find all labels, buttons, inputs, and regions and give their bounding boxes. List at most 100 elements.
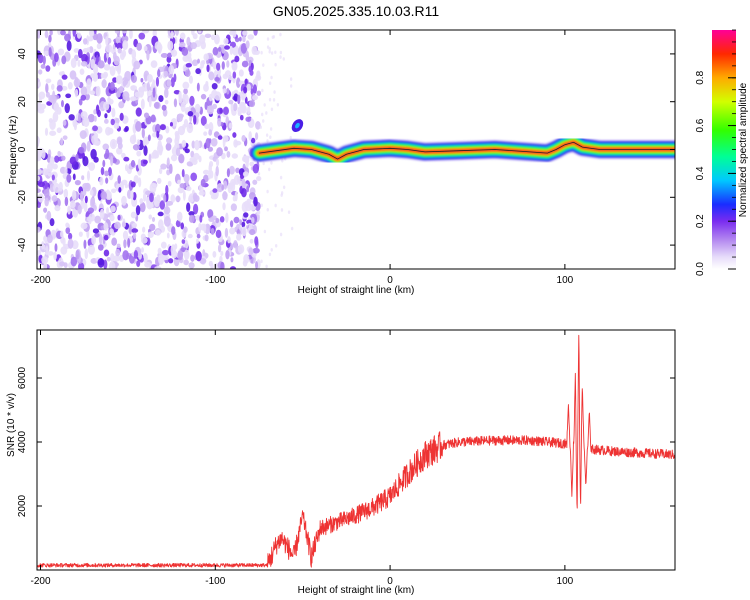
- snr-series: [37, 334, 675, 568]
- noise-speckle: [276, 103, 280, 107]
- noise-speckle: [189, 114, 193, 123]
- noise-speckle: [265, 264, 268, 269]
- noise-speckle: [151, 183, 158, 188]
- noise-speckle: [221, 61, 225, 70]
- noise-speckle: [107, 127, 114, 135]
- noise-speckle: [236, 233, 242, 241]
- noise-speckle: [111, 107, 116, 118]
- noise-speckle: [61, 55, 67, 65]
- noise-speckle: [45, 245, 49, 256]
- spectrogram-xtick-label: 0: [387, 275, 393, 286]
- noise-speckle: [142, 252, 148, 264]
- noise-speckle: [123, 156, 130, 162]
- noise-speckle: [248, 131, 252, 141]
- noise-speckle: [192, 33, 198, 40]
- noise-speckle: [103, 249, 110, 257]
- noise-speckle: [86, 140, 91, 152]
- noise-speckle: [188, 262, 195, 269]
- noise-speckle: [95, 85, 101, 97]
- noise-speckle: [63, 262, 68, 268]
- noise-speckle: [51, 83, 55, 91]
- spectrogram-ytick-label: 20: [17, 96, 28, 108]
- noise-speckle: [148, 214, 153, 220]
- noise-speckle: [96, 33, 103, 44]
- noise-speckle: [226, 168, 230, 178]
- noise-speckle: [183, 249, 190, 260]
- noise-speckle: [211, 82, 218, 90]
- spectrogram-xtick-label: -100: [205, 275, 225, 286]
- noise-speckle: [196, 82, 200, 92]
- noise-speckle: [242, 35, 246, 43]
- noise-speckle: [204, 234, 209, 242]
- noise-speckle: [219, 107, 223, 114]
- noise-speckle: [113, 221, 121, 230]
- noise-speckle: [165, 184, 169, 195]
- noise-speckle: [167, 52, 173, 58]
- noise-speckle: [49, 130, 57, 136]
- noise-speckle: [181, 239, 186, 244]
- noise-speckle: [94, 232, 100, 238]
- snr-panel: -200 -100 0 100 2000 4000 6000 Height of stra…: [6, 329, 676, 596]
- noise-speckle: [166, 137, 173, 144]
- noise-speckle: [266, 189, 269, 194]
- noise-speckle: [190, 172, 198, 182]
- noise-speckle: [138, 177, 142, 188]
- noise-speckle: [243, 212, 249, 218]
- noise-speckle: [256, 90, 262, 96]
- noise-speckle: [101, 79, 107, 89]
- noise-speckle: [252, 179, 258, 185]
- noise-speckle: [224, 227, 229, 238]
- noise-speckle: [148, 96, 152, 108]
- spectrogram-noise-region: [37, 30, 294, 269]
- noise-speckle: [138, 87, 145, 98]
- noise-speckle: [88, 46, 94, 54]
- noise-speckle: [140, 98, 145, 110]
- snr-ytick-label: 4000: [17, 430, 28, 453]
- noise-speckle: [245, 50, 250, 61]
- noise-speckle: [177, 186, 185, 194]
- spectrogram-ytick-label: -40: [17, 237, 28, 252]
- noise-speckle: [37, 30, 41, 39]
- noise-speckle: [165, 202, 169, 213]
- noise-speckle: [124, 125, 129, 132]
- noise-speckle: [70, 57, 77, 69]
- noise-speckle: [115, 248, 121, 257]
- noise-speckle: [254, 236, 259, 246]
- noise-speckle: [181, 168, 185, 178]
- noise-speckle: [206, 105, 214, 115]
- noise-speckle: [229, 220, 234, 228]
- noise-speckle: [117, 175, 121, 184]
- noise-speckle: [78, 146, 85, 154]
- noise-speckle: [214, 91, 222, 101]
- noise-speckle: [109, 65, 116, 77]
- noise-speckle: [177, 113, 184, 119]
- noise-speckle: [169, 121, 173, 127]
- noise-speckle: [212, 251, 217, 258]
- noise-speckle: [61, 74, 68, 80]
- noise-speckle: [214, 76, 220, 82]
- noise-speckle: [197, 30, 202, 34]
- noise-speckle: [184, 148, 190, 154]
- snr-xtick-label: 0: [387, 576, 393, 587]
- noise-speckle: [67, 238, 74, 249]
- noise-speckle: [118, 187, 122, 193]
- noise-speckle: [130, 211, 137, 219]
- noise-speckle: [54, 243, 58, 252]
- noise-speckle: [215, 229, 222, 239]
- noise-speckle: [81, 175, 85, 181]
- noise-speckle: [208, 71, 215, 81]
- spectrogram-ytick-label: 0: [17, 146, 28, 152]
- noise-speckle: [118, 101, 125, 109]
- noise-speckle: [122, 30, 127, 34]
- noise-speckle: [133, 232, 137, 239]
- noise-speckle: [205, 138, 211, 149]
- noise-speckle: [133, 60, 141, 70]
- noise-speckle: [49, 218, 55, 227]
- noise-speckle: [222, 135, 229, 143]
- noise-speckle: [147, 202, 154, 209]
- noise-speckle: [129, 96, 137, 102]
- noise-speckle: [87, 244, 95, 255]
- noise-speckle: [67, 232, 73, 240]
- noise-speckle: [128, 224, 132, 235]
- noise-speckle: [249, 69, 254, 76]
